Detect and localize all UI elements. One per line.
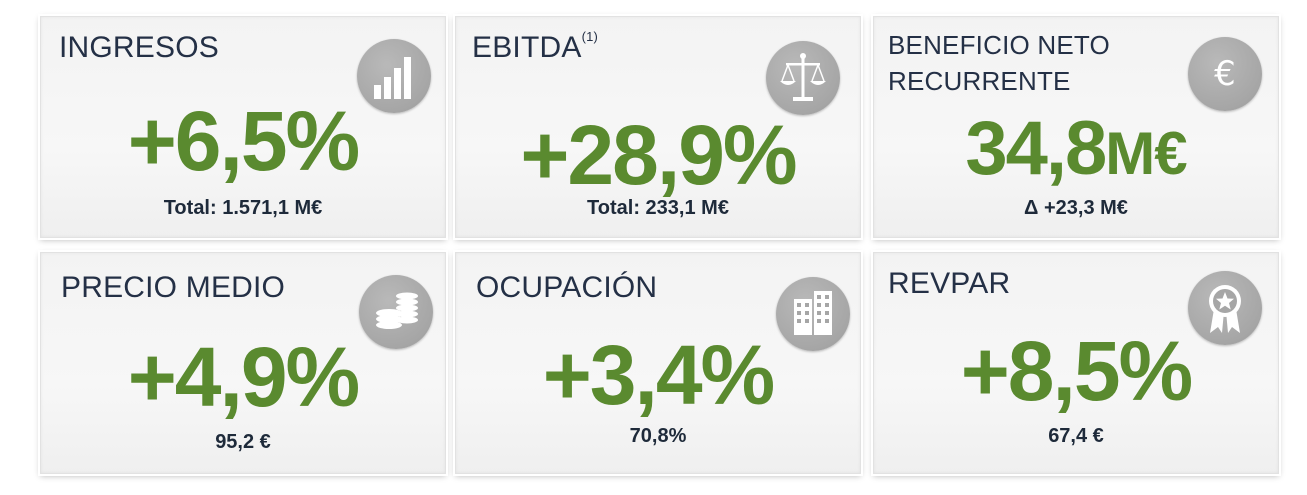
kpi-value: +6,5% [127,94,361,188]
coins-icon [359,275,433,349]
kpi-card-ebitda: EBITDA(1) +28,9% Total: 233,1 M€ [455,16,861,238]
kpi-value: +3,4% [542,328,776,422]
kpi-subtitle: 67,4 € [1048,425,1104,447]
award-ribbon-icon [1188,271,1262,345]
kpi-subtitle: 70,8% [629,425,687,447]
kpi-card-beneficio-neto: BENEFICIO NETO RECURRENTE € 34,8M€ Δ +23… [873,16,1279,238]
buildings-icon [776,277,850,351]
kpi-card-precio-medio: PRECIO MEDIO +4,9% 95,2 € [40,252,446,474]
card-title-line1: BENEFICIO NETO [888,30,1110,60]
kpi-subtitle: Total: 233,1 M€ [587,197,729,219]
kpi-value: +4,9% [127,330,361,424]
kpi-value-number: 34,8 [965,106,1107,191]
kpi-value: 34,8M€ [874,111,1278,187]
kpi-card-ingresos: INGRESOS +6,5% Total: 1.571,1 M€ [40,16,446,238]
kpi-value: +28,9% [520,108,797,202]
card-title: PRECIO MEDIO [61,271,286,304]
kpi-value: +8,5% [960,324,1194,418]
scales-icon [766,41,840,115]
card-title: BENEFICIO NETO RECURRENTE [888,27,1110,99]
kpi-value-unit: M€ [1105,120,1187,187]
footnote-marker: (1) [581,29,599,44]
card-title: OCUPACIÓN [476,271,658,304]
card-title: REVPAR [888,267,1011,300]
kpi-card-ocupacion: OCUPACIÓN +3,4% 70,8% [455,252,861,474]
card-title: INGRESOS [59,31,219,64]
card-title-line2: RECURRENTE [888,66,1071,96]
card-title: EBITDA(1) [472,29,599,65]
svg-text:€: € [1214,54,1236,94]
kpi-subtitle: 95,2 € [215,431,271,453]
bar-chart-icon [357,39,431,113]
kpi-subtitle: Δ +23,3 M€ [1024,197,1128,219]
kpi-subtitle: Total: 1.571,1 M€ [163,197,323,219]
card-title-text: EBITDA [472,31,582,64]
kpi-card-revpar: REVPAR +8,5% 67,4 € [873,252,1279,474]
euro-icon: € [1188,37,1262,111]
